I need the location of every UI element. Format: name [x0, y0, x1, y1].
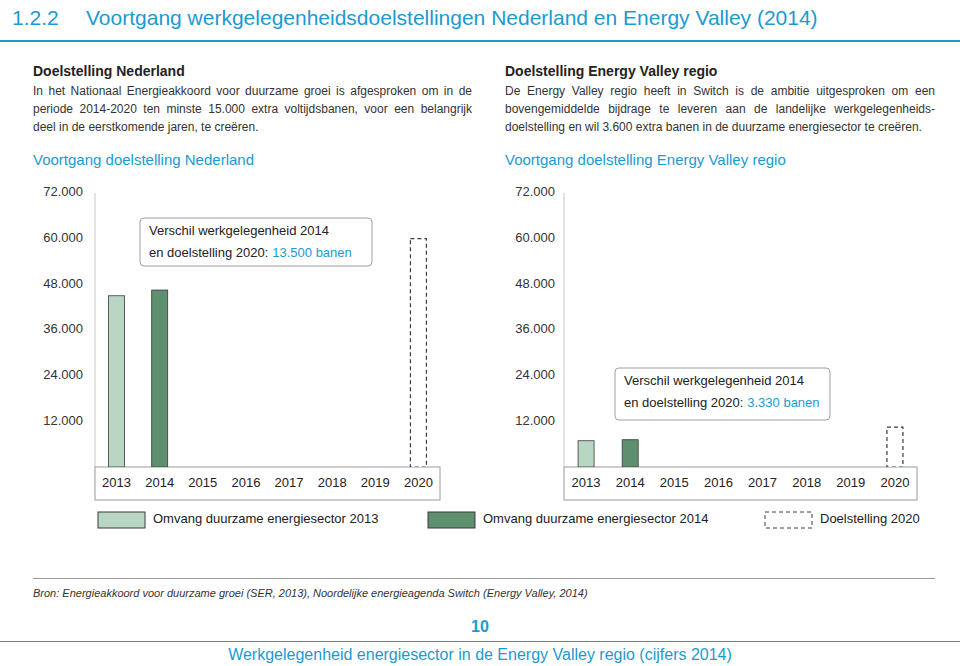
- y-tick-label: 12.000: [43, 413, 83, 428]
- bars: [109, 239, 427, 467]
- legend-swatch: [98, 512, 145, 528]
- annotation-text: Verschil werkgelegenheid 2014: [624, 373, 804, 388]
- charts-canvas: 12.000 24.000 36.000 48.000 60.000 72.000 2013…: [0, 0, 960, 666]
- y-tick-label: 24.000: [515, 367, 555, 382]
- x-axis-frame: [564, 467, 917, 500]
- x-axis-frame: [95, 467, 440, 500]
- y-tick-label: 60.000: [43, 230, 83, 245]
- bar: [109, 296, 125, 467]
- y-tick-label: 12.000: [515, 413, 555, 428]
- annotation-line: en doelstelling 2020: 3.330 banen: [624, 395, 820, 410]
- section-number: 1.2.2: [12, 6, 59, 30]
- annotation-box: [615, 368, 830, 420]
- paragraph-line: periode 2014-2020 ten minste 15.000 extr…: [33, 102, 472, 116]
- chart: 12.000 24.000 36.000 48.000 60.000 72.000 2013…: [515, 184, 917, 500]
- y-axis-line: [564, 193, 565, 467]
- x-tick-label: 2020: [404, 475, 433, 490]
- legend-swatch: [428, 512, 475, 528]
- bar: [578, 441, 594, 467]
- x-tick-label: 2013: [572, 475, 601, 490]
- paragraph-line: De Energy Valley regio heeft in Switch i…: [505, 84, 935, 98]
- x-tick-label: 2019: [361, 475, 390, 490]
- annotation-text: en doelstelling 2020:: [149, 245, 268, 260]
- y-tick-label: 24.000: [43, 367, 83, 382]
- bars: [578, 427, 903, 467]
- y-tick-label: 36.000: [515, 321, 555, 336]
- page-number: 10: [430, 618, 530, 636]
- footer-rule: [0, 641, 960, 642]
- page-title: Voortgang werkgelegenheidsdoelstellingen…: [86, 6, 818, 30]
- paragraph-line: deel in de eerstkomende jaren, te creëre…: [33, 120, 472, 134]
- x-tick-label: 2015: [188, 475, 217, 490]
- source-note: Bron: Energieakkoord voor duurzame groei…: [33, 587, 588, 599]
- legend-swatch: [765, 512, 812, 528]
- x-tick-label: 2013: [102, 475, 131, 490]
- y-tick-label: 48.000: [515, 276, 555, 291]
- y-axis-line: [95, 193, 96, 467]
- bar: [152, 290, 168, 467]
- y-tick-label: 72.000: [43, 184, 83, 199]
- paragraph-line: In het Nationaal Energieakkoord voor duu…: [33, 84, 472, 98]
- y-tick-label: 48.000: [43, 276, 83, 291]
- column-subheading: Voortgang doelstelling Nederland: [33, 151, 254, 168]
- paragraph-line: doelstelling en wil 3.600 extra banen in…: [505, 120, 935, 134]
- page-footer: Werkgelegenheid energiesector in de Ener…: [0, 646, 960, 664]
- column-heading: Doelstelling Nederland: [33, 63, 185, 79]
- column-heading: Doelstelling Energy Valley regio: [505, 63, 717, 79]
- x-tick-label: 2016: [704, 475, 733, 490]
- annotation-text: Verschil werkgelegenheid 2014: [149, 223, 329, 238]
- annotation-text: en doelstelling 2020:: [624, 395, 743, 410]
- x-tick-label: 2017: [748, 475, 777, 490]
- bar: [622, 440, 638, 467]
- x-tick-label: 2016: [231, 475, 260, 490]
- legend: Omvang duurzame energiesector 2013 Omvang…: [98, 511, 920, 528]
- x-tick-label: 2015: [660, 475, 689, 490]
- page: 1.2.2 Voortgang werkgelegenheidsdoelstell…: [0, 0, 960, 666]
- x-tick-label: 2020: [880, 475, 909, 490]
- annotation-highlight: 13.500 banen: [272, 245, 352, 260]
- source-rule: [33, 578, 935, 579]
- annotation-highlight: 3.330 banen: [747, 395, 819, 410]
- bar: [410, 239, 426, 467]
- chart: 12.000 24.000 36.000 48.000 60.000 72.000 2013…: [43, 184, 440, 500]
- paragraph-line: bovengemiddelde bijdrage te leveren aan …: [505, 102, 935, 116]
- legend-label: Doelstelling 2020: [820, 511, 920, 526]
- x-tick-label: 2018: [318, 475, 347, 490]
- legend-label: Omvang duurzame energiesector 2013: [153, 511, 378, 526]
- x-tick-label: 2018: [792, 475, 821, 490]
- header-rule: [0, 40, 960, 42]
- x-tick-label: 2019: [836, 475, 865, 490]
- y-tick-label: 60.000: [515, 230, 555, 245]
- y-tick-label: 72.000: [515, 184, 555, 199]
- legend-label: Omvang duurzame energiesector 2014: [483, 511, 708, 526]
- column-subheading: Voortgang doelstelling Energy Valley reg…: [505, 151, 786, 168]
- annotation-line: en doelstelling 2020: 13.500 banen: [149, 245, 352, 260]
- x-tick-label: 2017: [275, 475, 304, 490]
- x-tick-label: 2014: [145, 475, 174, 490]
- annotation-box: [140, 218, 372, 266]
- x-tick-label: 2014: [616, 475, 645, 490]
- bar: [887, 427, 903, 467]
- y-tick-label: 36.000: [43, 321, 83, 336]
